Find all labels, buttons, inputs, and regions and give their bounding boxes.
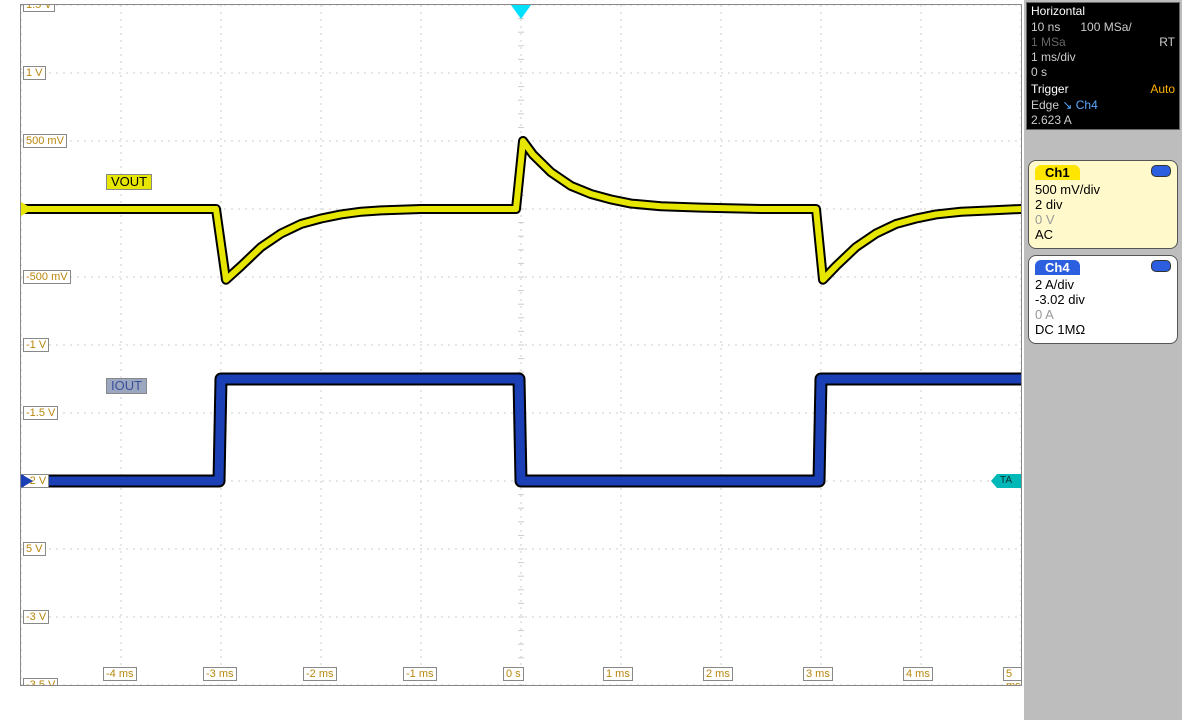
ch4-box[interactable]: Ch4 2 A/div -3.02 div 0 A DC 1MΩ — [1028, 255, 1178, 344]
ta-flag: TA — [991, 474, 1021, 488]
trigger-title: Trigger — [1031, 82, 1069, 96]
horizontal-box: Horizontal 10 ns 100 MSa/ 1 MSa RT 1 ms/… — [1026, 2, 1180, 130]
y-tick-label: 1.5 V — [23, 4, 55, 12]
trigger-mode: Auto — [1150, 82, 1175, 96]
ch1-scale: 500 mV/div — [1035, 182, 1171, 197]
horizontal-title: Horizontal — [1031, 4, 1085, 18]
y-tick-label: 500 mV — [23, 134, 67, 148]
ch1-title: Ch1 — [1035, 165, 1080, 180]
ch4-scale: 2 A/div — [1035, 277, 1171, 292]
y-tick-label: -1.5 V — [23, 406, 58, 420]
horizontal-mode: RT — [1159, 35, 1175, 50]
y-tick-label: -3 V — [23, 610, 49, 624]
trigger-type: Edge — [1031, 98, 1059, 112]
ch4-offset: 0 A — [1035, 307, 1171, 322]
trigger-marker-icon — [511, 5, 531, 19]
y-tick-label: -500 mV — [23, 270, 71, 284]
trace-iout — [21, 379, 1021, 481]
plot-svg — [21, 5, 1021, 685]
x-tick-label: 2 ms — [703, 667, 733, 681]
ch1-offset: 0 V — [1035, 212, 1171, 227]
x-tick-label: -2 ms — [303, 667, 337, 681]
ch4-led-icon — [1151, 260, 1171, 272]
trigger-source: Ch4 — [1076, 98, 1098, 112]
x-tick-label: -3 ms — [203, 667, 237, 681]
ground-marker-icon — [21, 202, 33, 216]
side-panel: Horizontal 10 ns 100 MSa/ 1 MSa RT 1 ms/… — [1024, 0, 1182, 720]
ground-marker-icon — [21, 474, 33, 488]
x-tick-label: -4 ms — [103, 667, 137, 681]
ch4-position: -3.02 div — [1035, 292, 1171, 307]
x-tick-label: 1 ms — [603, 667, 633, 681]
iout-label: IOUT — [106, 378, 147, 394]
x-tick-label: 3 ms — [803, 667, 833, 681]
ch1-coupling: AC — [1035, 227, 1171, 242]
y-tick-label: -3.5 V — [23, 678, 58, 686]
x-tick-label: 4 ms — [903, 667, 933, 681]
trigger-edge-icon: ↘ — [1062, 98, 1075, 112]
horizontal-delay: 0 s — [1031, 65, 1175, 80]
y-tick-label: 1 V — [23, 66, 46, 80]
ch4-coupling: DC 1MΩ — [1035, 322, 1171, 337]
x-tick-label: 0 s — [503, 667, 524, 681]
horizontal-timebase: 10 ns — [1031, 20, 1060, 34]
horizontal-timediv: 1 ms/div — [1031, 50, 1175, 65]
vout-label: VOUT — [106, 174, 152, 190]
trigger-level: 2.623 A — [1031, 113, 1175, 128]
ch4-title: Ch4 — [1035, 260, 1080, 275]
horizontal-samplerate: 100 MSa/ — [1080, 20, 1131, 34]
plot-region: 1.5 V1 V500 mV-500 mV-1 V-1.5 V-2 V5 V-3… — [20, 4, 1022, 686]
horizontal-memory: 1 MSa — [1031, 35, 1066, 49]
y-tick-label: 5 V — [23, 542, 46, 556]
x-tick-label: -1 ms — [403, 667, 437, 681]
ch1-led-icon — [1151, 165, 1171, 177]
y-tick-label: -1 V — [23, 338, 49, 352]
ch1-box[interactable]: Ch1 500 mV/div 2 div 0 V AC — [1028, 160, 1178, 249]
ch1-position: 2 div — [1035, 197, 1171, 212]
x-tick-label: 5 ms — [1003, 667, 1022, 681]
oscilloscope-screen: 1.5 V1 V500 mV-500 mV-1 V-1.5 V-2 V5 V-3… — [0, 0, 1182, 720]
